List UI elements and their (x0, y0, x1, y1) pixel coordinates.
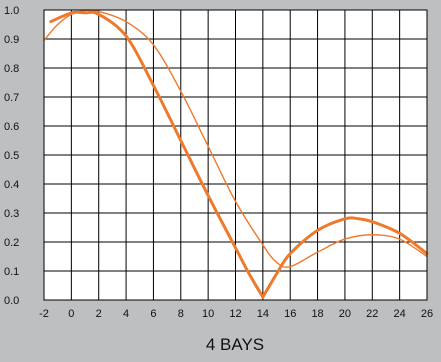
y-tick-label: 0.2 (4, 237, 19, 249)
x-tick-label: 26 (421, 308, 433, 320)
plot-border (43, 9, 428, 301)
series-line-thick (261, 216, 429, 299)
x-tick-label: 14 (257, 308, 269, 320)
y-tick-label: 1.0 (4, 5, 19, 17)
x-tick-label: 12 (229, 308, 241, 320)
x-tick-label: 6 (150, 308, 156, 320)
y-tick-label: 0.4 (4, 179, 19, 191)
y-tick-label: 0.5 (4, 150, 19, 162)
x-tick-label: 8 (178, 308, 184, 320)
y-tick-label: 0.9 (4, 34, 19, 46)
x-axis-title: 4 BAYS (206, 335, 264, 354)
y-tick-label: 0.3 (4, 208, 19, 220)
plot-area: -2 0 2 4 6 8 10 12 14 16 18 20 22 24 260.00.10.20.30.4… (4, 5, 433, 320)
series-line-thin (43, 9, 428, 268)
x-tick-label: 18 (311, 308, 323, 320)
series-line-thick (49, 10, 265, 299)
x-tick-label: 2 (96, 308, 102, 320)
y-tick-label: 0.0 (4, 295, 19, 307)
x-tick-label: 10 (202, 308, 214, 320)
x-tick-label: 4 (123, 308, 129, 320)
x-tick-label: 0 (68, 308, 74, 320)
y-tick-label: 0.6 (4, 121, 19, 133)
x-tick-label: -2 (39, 308, 49, 320)
x-tick-label: 16 (284, 308, 296, 320)
y-tick-label: 0.8 (4, 63, 19, 75)
y-tick-label: 0.1 (4, 266, 19, 278)
x-tick-label: 22 (366, 308, 378, 320)
y-tick-label: 0.7 (4, 92, 19, 104)
x-tick-label: 24 (394, 308, 406, 320)
x-tick-label: 20 (339, 308, 351, 320)
